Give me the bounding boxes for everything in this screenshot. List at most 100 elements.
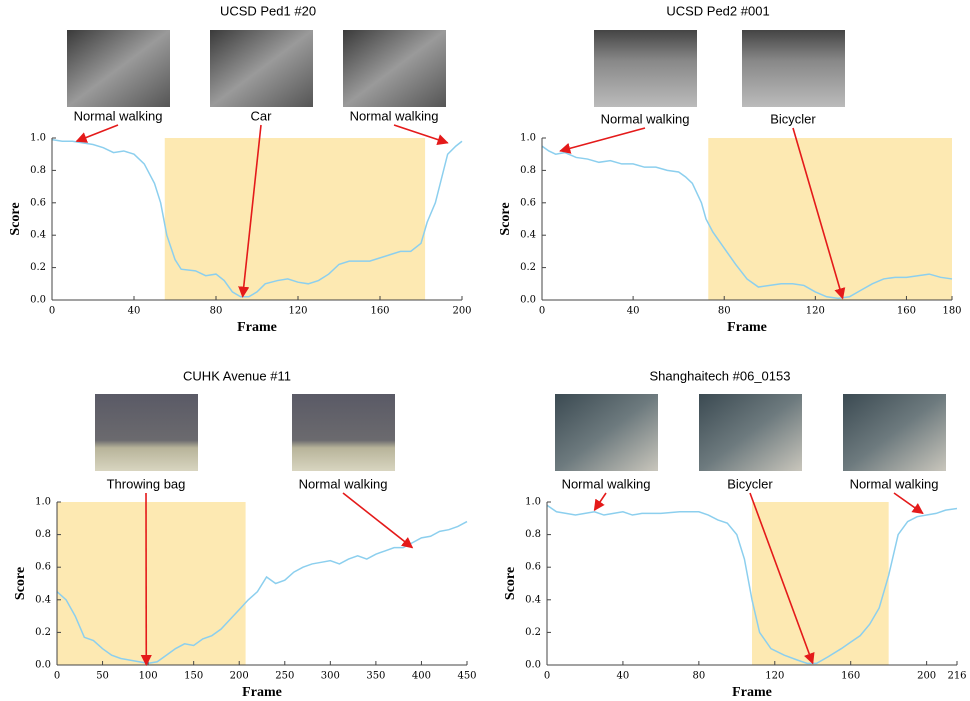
y-tick-label: 0.6 [35, 562, 51, 573]
x-axis-label: Frame [237, 320, 277, 335]
x-tick-label: 80 [692, 671, 705, 682]
annotation-arrow [893, 492, 924, 515]
y-tick-label: 0.4 [520, 230, 536, 241]
y-tick-label: 0.2 [520, 262, 536, 273]
annotation-arrow [75, 124, 119, 143]
frame-thumbnail [699, 394, 802, 471]
frame-thumbnail [292, 394, 395, 471]
x-axis-label: Frame [732, 685, 772, 700]
x-tick-label: 180 [942, 306, 961, 317]
x-tick-label: 200 [452, 306, 471, 317]
anomaly-span [164, 138, 426, 300]
frame-caption: Normal walking [562, 476, 651, 491]
frame-thumbnail [343, 30, 446, 107]
y-tick-label: 0.6 [525, 562, 541, 573]
y-tick-label: 0.8 [30, 165, 46, 176]
frame-caption: Normal walking [299, 476, 388, 491]
y-tick-label: 1.0 [525, 497, 541, 508]
x-tick-label: 450 [457, 671, 476, 682]
annotation-arrow [393, 124, 449, 145]
y-axis-label: Score [498, 202, 513, 235]
y-tick-label: 0.6 [30, 197, 46, 208]
y-tick-label: 1.0 [35, 497, 51, 508]
chart-title: Shanghaitech #06_0153 [650, 368, 791, 383]
x-tick-label: 200 [230, 671, 249, 682]
score-line [546, 504, 958, 665]
annotation-arrow [749, 492, 815, 665]
frame-thumbnail [843, 394, 946, 471]
score-line [51, 138, 463, 298]
frame-thumbnail [742, 30, 845, 107]
annotation-arrow [792, 127, 846, 300]
x-axis-label: Frame [242, 685, 282, 700]
frame-thumbnail [555, 394, 658, 471]
x-tick-label: 400 [412, 671, 431, 682]
annotation-arrow [593, 492, 607, 512]
frame-caption: Throwing bag [107, 476, 186, 491]
anomaly-span [708, 138, 952, 300]
y-tick-label: 0.4 [35, 594, 51, 605]
y-axis-label: Score [13, 567, 28, 600]
y-tick-label: 1.0 [30, 133, 46, 144]
score-line [541, 145, 953, 300]
y-tick-label: 0.6 [520, 197, 536, 208]
chart-title: UCSD Ped2 #001 [666, 3, 769, 18]
y-axis-label: Score [8, 202, 23, 235]
y-tick-label: 0.2 [35, 627, 51, 638]
x-tick-label: 350 [366, 671, 385, 682]
y-tick-label: 0.2 [525, 627, 541, 638]
x-tick-label: 120 [765, 671, 784, 682]
frame-caption: Normal walking [850, 476, 939, 491]
x-tick-label: 50 [96, 671, 109, 682]
frame-caption: Normal walking [74, 108, 163, 123]
y-tick-label: 0.8 [35, 529, 51, 540]
x-tick-label: 40 [627, 306, 640, 317]
x-tick-label: 0 [544, 671, 550, 682]
frame-caption: Normal walking [601, 111, 690, 126]
frame-thumbnail [210, 30, 313, 107]
x-tick-label: 250 [275, 671, 294, 682]
frame-caption: Bicycler [770, 111, 816, 126]
chart-title: UCSD Ped1 #20 [220, 3, 316, 18]
frame-thumbnail [594, 30, 697, 107]
frame-caption: Car [251, 108, 273, 123]
x-tick-label: 160 [841, 671, 860, 682]
y-tick-label: 1.0 [520, 133, 536, 144]
y-tick-label: 0.0 [30, 295, 46, 306]
y-tick-label: 0.4 [525, 594, 541, 605]
x-tick-label: 0 [54, 671, 60, 682]
x-tick-label: 40 [617, 671, 630, 682]
x-tick-label: 80 [718, 306, 731, 317]
y-axis-label: Score [503, 567, 518, 600]
x-tick-label: 100 [139, 671, 158, 682]
x-tick-label: 216 [947, 671, 966, 682]
frame-caption: Normal walking [350, 108, 439, 123]
y-tick-label: 0.8 [525, 529, 541, 540]
x-tick-label: 0 [49, 306, 55, 317]
x-tick-label: 40 [128, 306, 141, 317]
x-tick-label: 120 [806, 306, 825, 317]
y-tick-label: 0.4 [30, 230, 46, 241]
frame-caption: Bicycler [727, 476, 773, 491]
x-axis-label: Frame [727, 320, 767, 335]
y-tick-label: 0.0 [525, 660, 541, 671]
y-tick-label: 0.8 [520, 165, 536, 176]
y-tick-label: 0.0 [520, 295, 536, 306]
x-tick-label: 0 [539, 306, 545, 317]
x-tick-label: 300 [321, 671, 340, 682]
anomaly-span [752, 502, 889, 665]
anomaly-span [57, 502, 246, 665]
frame-thumbnail [67, 30, 170, 107]
x-tick-label: 160 [370, 306, 389, 317]
y-tick-label: 0.0 [35, 660, 51, 671]
annotation-arrow [559, 127, 646, 154]
y-tick-label: 0.2 [30, 262, 46, 273]
frame-thumbnail [95, 394, 198, 471]
score-line [56, 520, 468, 665]
annotation-arrow [238, 124, 262, 298]
x-tick-label: 80 [210, 306, 223, 317]
annotation-arrow [342, 492, 414, 549]
chart-title: CUHK Avenue #11 [183, 368, 291, 383]
